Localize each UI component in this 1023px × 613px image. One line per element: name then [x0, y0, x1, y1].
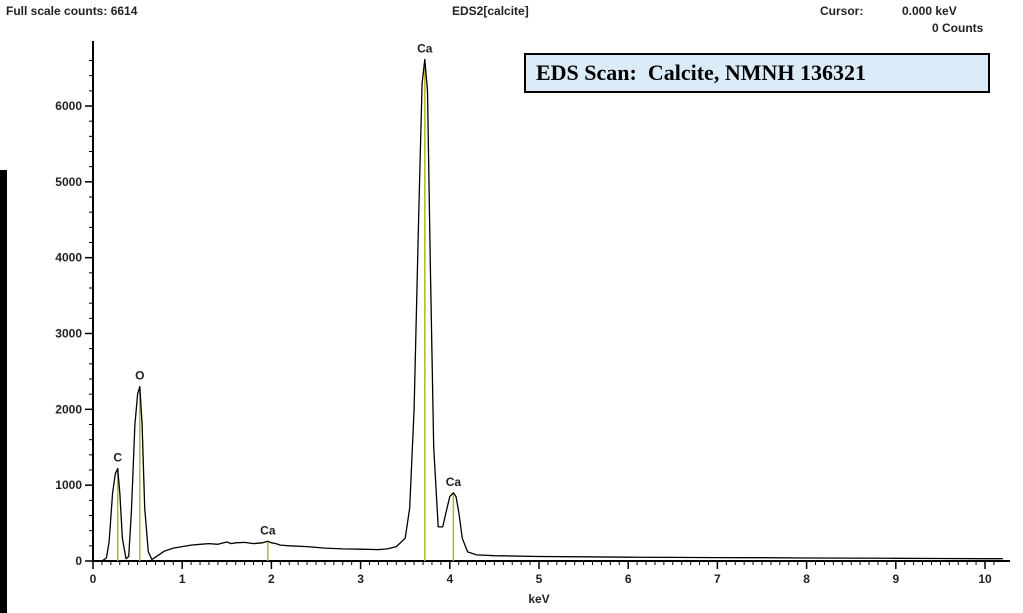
peak-label: Ca — [446, 475, 462, 489]
spectrum-title: EDS2[calcite] — [452, 4, 529, 18]
peak-label: C — [113, 450, 122, 464]
full-scale-counts: Full scale counts: 6614 — [6, 4, 138, 18]
cursor-label: Cursor: — [820, 4, 864, 18]
x-tick-label: 8 — [803, 572, 810, 586]
y-tick-label: 1000 — [55, 478, 82, 492]
x-tick-label: 2 — [268, 572, 275, 586]
y-tick-label: 2000 — [55, 402, 82, 416]
x-tick-label: 7 — [714, 572, 721, 586]
y-tick-label: 6000 — [55, 99, 82, 113]
cursor-counts-readout: 0 Counts — [932, 21, 984, 35]
x-tick-label: 5 — [536, 572, 543, 586]
x-tick-label: 6 — [625, 572, 632, 586]
peak-label: O — [135, 369, 144, 383]
y-tick-label: 3000 — [55, 327, 82, 341]
x-tick-label: 1 — [179, 572, 186, 586]
x-tick-label: 0 — [90, 572, 97, 586]
chart-title: EDS Scan: Calcite, NMNH 136321 — [524, 53, 990, 93]
left-edge-bar — [0, 170, 7, 613]
x-tick-label: 10 — [978, 572, 992, 586]
x-tick-label: 9 — [892, 572, 899, 586]
cursor-kev-readout: 0.000 keV — [902, 4, 957, 18]
peak-label: Ca — [260, 523, 276, 537]
x-tick-label: 4 — [446, 572, 453, 586]
x-tick-label: 3 — [357, 572, 364, 586]
peak-label: Ca — [417, 41, 433, 55]
y-tick-label: 4000 — [55, 251, 82, 265]
x-axis-label: keV — [528, 592, 549, 606]
y-tick-label: 0 — [75, 554, 82, 568]
spectrum-line — [93, 58, 1003, 562]
y-tick-label: 5000 — [55, 175, 82, 189]
